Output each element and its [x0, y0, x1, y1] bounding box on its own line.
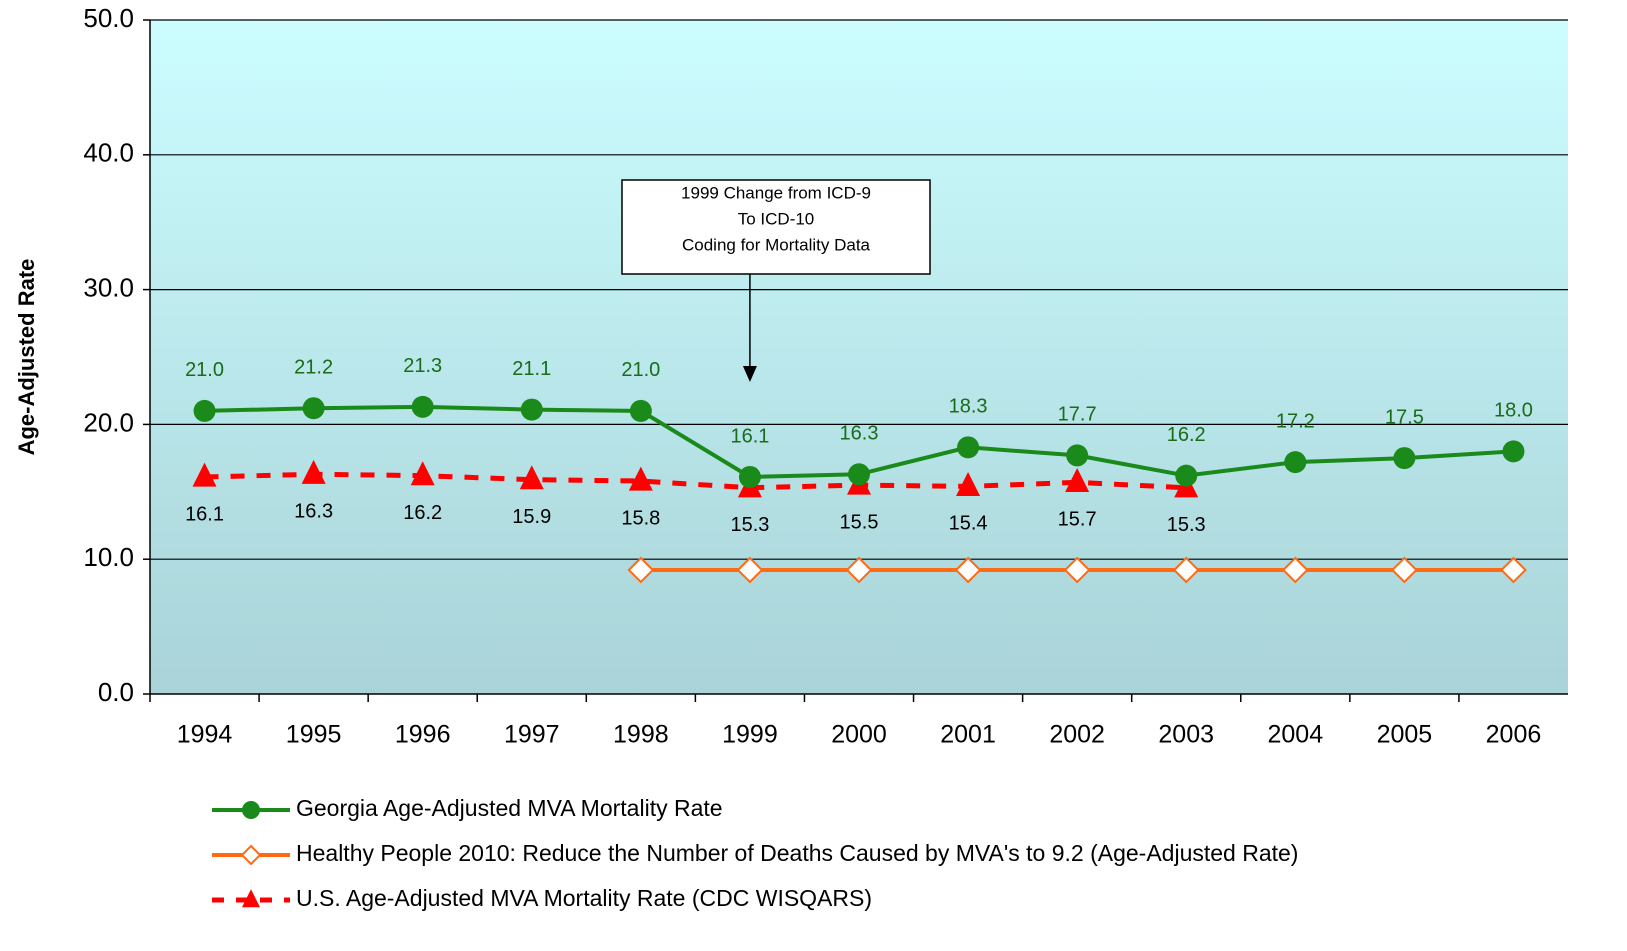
data-label: 17.2: [1276, 410, 1315, 432]
legend-marker: [242, 889, 260, 908]
x-tick-label: 2002: [1049, 721, 1105, 749]
point-marker: [628, 466, 653, 491]
data-label: 15.3: [1167, 514, 1206, 536]
data-label: 16.1: [185, 503, 224, 525]
data-label: 18.0: [1494, 400, 1533, 422]
x-tick-label: 1995: [286, 721, 342, 749]
point-marker: [957, 436, 980, 459]
y-tick-label: 0.0: [98, 677, 134, 707]
point-marker: [1502, 440, 1525, 463]
data-label: 15.9: [512, 506, 551, 528]
point-marker: [954, 556, 982, 584]
point-marker: [629, 399, 652, 422]
x-tick-label: 1999: [722, 721, 778, 749]
point-marker: [627, 556, 655, 584]
data-label: 15.3: [730, 514, 769, 536]
data-label: 18.3: [949, 396, 988, 418]
legend-label: U.S. Age-Adjusted MVA Mortality Rate (CD…: [296, 885, 872, 911]
point-marker: [1390, 556, 1418, 584]
x-tick-label: 1994: [177, 721, 233, 749]
x-tick-label: 1997: [504, 721, 560, 749]
point-marker: [1284, 451, 1307, 474]
legend-label: Healthy People 2010: Reduce the Number o…: [296, 840, 1298, 866]
point-marker: [1175, 464, 1198, 487]
annotation-box: [621, 179, 931, 275]
x-tick-label: 2006: [1486, 721, 1542, 749]
point-marker: [1172, 556, 1200, 584]
data-label: 16.1: [730, 425, 769, 447]
x-tick-label: 2004: [1267, 721, 1323, 749]
data-label: 15.7: [1058, 509, 1097, 531]
data-label: 16.3: [840, 423, 879, 445]
data-label: 21.0: [185, 359, 224, 381]
point-marker: [1066, 444, 1089, 467]
point-marker: [1393, 447, 1416, 470]
point-marker: [302, 397, 325, 420]
annotation-text: To ICD-10: [738, 209, 815, 228]
point-marker: [738, 465, 761, 488]
point-marker: [520, 398, 543, 421]
annotation-text: 1999 Change from ICD-9: [681, 183, 871, 202]
point-marker: [411, 395, 434, 418]
y-tick-label: 40.0: [83, 138, 134, 168]
data-label: 21.0: [621, 359, 660, 381]
point-marker: [193, 399, 216, 422]
data-label: 17.7: [1058, 404, 1097, 426]
series-line: [204, 471, 1187, 491]
data-label: 17.5: [1385, 406, 1424, 428]
data-label: 21.2: [294, 357, 333, 379]
data-label: 21.1: [512, 358, 551, 380]
data-label: 16.2: [403, 502, 442, 524]
annotation-text: Coding for Mortality Data: [682, 235, 871, 254]
data-label: 16.3: [294, 501, 333, 523]
x-tick-label: 2001: [940, 721, 996, 749]
x-tick-label: 2000: [831, 721, 887, 749]
legend-label: Georgia Age-Adjusted MVA Mortality Rate: [296, 795, 723, 821]
point-marker: [410, 461, 435, 486]
legend-marker: [240, 844, 262, 866]
y-tick-label: 10.0: [83, 542, 134, 572]
legend-marker: [242, 801, 260, 819]
point-marker: [736, 556, 764, 584]
point-marker: [1065, 467, 1090, 492]
y-tick-label: 50.0: [83, 3, 134, 33]
x-tick-label: 2003: [1158, 721, 1214, 749]
point-marker: [1281, 556, 1309, 584]
y-tick-label: 20.0: [83, 407, 134, 437]
y-axis-title: Age-Adjusted Rate: [14, 259, 39, 456]
annotation-arrowhead: [742, 366, 757, 382]
y-tick-label: 30.0: [83, 272, 134, 302]
data-label: 15.4: [949, 513, 988, 535]
data-label: 21.3: [403, 355, 442, 377]
x-tick-label: 1998: [613, 721, 669, 749]
x-tick-label: 2005: [1377, 721, 1433, 749]
data-label: 16.2: [1167, 424, 1206, 446]
data-label: 15.8: [621, 507, 660, 529]
data-label: 15.5: [840, 511, 879, 533]
x-tick-label: 1996: [395, 721, 451, 749]
point-marker: [1500, 556, 1527, 584]
point-marker: [956, 472, 981, 497]
point-marker: [845, 556, 873, 584]
plot-area: [150, 20, 1568, 694]
point-marker: [848, 463, 870, 486]
point-marker: [301, 459, 326, 484]
point-marker: [519, 465, 544, 490]
point-marker: [1063, 556, 1091, 584]
point-marker: [192, 462, 217, 487]
